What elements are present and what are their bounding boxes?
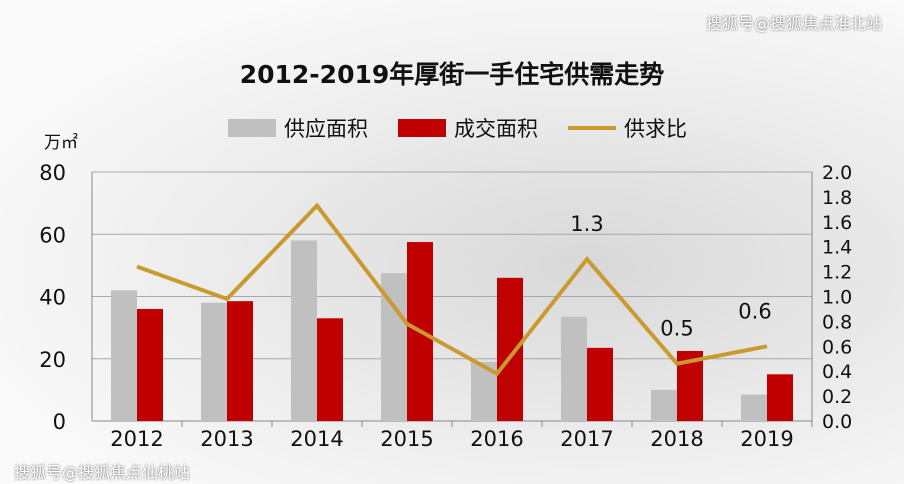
y2-tick-label: 0.4	[822, 361, 852, 383]
supply-bar	[111, 290, 137, 421]
x-tick-label: 2016	[470, 427, 523, 451]
y-axis-unit: 万㎡	[44, 133, 78, 153]
y2-tick-label: 1.4	[822, 237, 852, 259]
deal-bar	[587, 347, 613, 421]
y-tick-label: 80	[39, 161, 66, 185]
y2-tick-label: 0.6	[822, 336, 852, 358]
legend-swatch	[568, 126, 616, 130]
supply-bar	[201, 302, 227, 421]
supply-bar	[741, 394, 767, 421]
legend-swatch	[398, 119, 446, 137]
y-tick-label: 0	[53, 410, 66, 434]
x-tick-label: 2014	[290, 427, 343, 451]
legend-deal: 成交面积	[398, 113, 538, 143]
y-tick-label: 20	[39, 348, 66, 372]
y-tick-label: 40	[39, 286, 66, 310]
watermark-bottom: 搜狐号@搜狐焦点仙桃站	[14, 463, 191, 482]
deal-bar	[227, 301, 253, 421]
legend-supply: 供应面积	[228, 113, 368, 143]
x-tick-label: 2018	[650, 427, 703, 451]
x-tick-label: 2013	[200, 427, 253, 451]
legend-ratio: 供求比	[568, 113, 687, 143]
ratio-line	[136, 202, 768, 377]
watermark-top: 搜狐号@搜狐焦点淮北站	[705, 14, 882, 33]
y2-tick-label: 1.8	[822, 187, 852, 209]
y2-tick-label: 1.6	[822, 212, 852, 234]
y2-tick-label: 1.0	[822, 287, 852, 309]
supply-bar	[651, 389, 677, 421]
legend-label: 成交面积	[454, 117, 538, 141]
deal-bar	[767, 374, 793, 421]
legend-swatch	[228, 119, 276, 137]
deal-bar	[497, 277, 523, 421]
chart-title: 2012-2019年厚街一手住宅供需走势	[239, 60, 665, 89]
y2-tick-label: 0.0	[822, 411, 852, 433]
x-tick-label: 2015	[380, 427, 433, 451]
y2-tick-label: 0.2	[822, 386, 852, 408]
y2-tick-label: 2.0	[822, 162, 852, 184]
y-tick-label: 60	[39, 223, 66, 247]
data-label: 1.3	[570, 212, 603, 236]
x-tick-label: 2017	[560, 427, 613, 451]
legend-label: 供求比	[624, 117, 687, 141]
supply-bar	[291, 240, 317, 421]
legend-label: 供应面积	[284, 117, 368, 141]
y2-tick-label: 1.2	[822, 262, 852, 284]
x-tick-label: 2012	[110, 427, 163, 451]
legend: 供应面积 成交面积 供求比	[228, 113, 687, 143]
deal-bar	[137, 308, 163, 421]
y2-tick-label: 0.8	[822, 311, 852, 333]
supply-bar	[561, 316, 587, 421]
deal-bar	[317, 318, 343, 421]
x-tick-label: 2019	[740, 427, 793, 451]
data-label: 0.6	[738, 299, 771, 323]
data-label: 0.5	[660, 317, 693, 341]
